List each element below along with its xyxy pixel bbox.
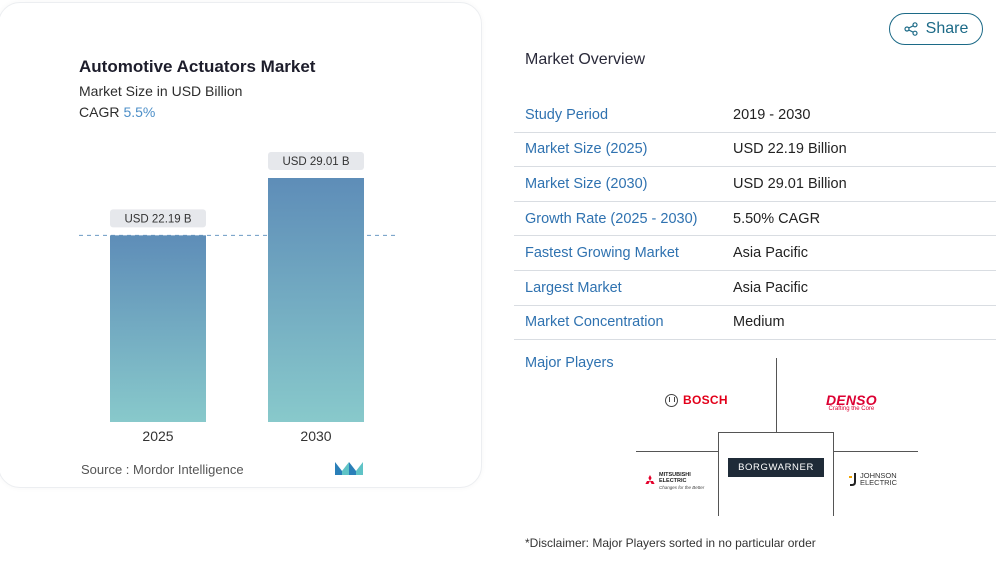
row-value: USD 22.19 Billion	[733, 141, 847, 158]
denso-tagline: Crafting the Core	[828, 406, 875, 412]
row-label: Study Period	[525, 106, 609, 123]
row-value: USD 29.01 Billion	[733, 175, 847, 192]
row-label: Growth Rate (2025 - 2030)	[525, 210, 698, 227]
cagr-label: CAGR	[79, 104, 120, 120]
chart-card	[0, 2, 482, 488]
bar-chart: USD 22.19 B 2025 USD 29.01 B 2030	[79, 152, 398, 444]
overview-table: Study Period 2019 - 2030 Market Size (20…	[514, 98, 996, 341]
row-value: Medium	[733, 314, 785, 331]
overview-row-market-size-2025: Market Size (2025) USD 22.19 Billion	[514, 133, 996, 168]
divider	[776, 358, 777, 434]
data-label-bg	[110, 209, 206, 228]
mitsubishi-logo: MITSUBISHI ELECTRIC Changes for the Bett…	[644, 472, 704, 490]
disclaimer: *Disclaimer: Major Players sorted in no …	[525, 536, 816, 550]
overview-row-growth-rate: Growth Rate (2025 - 2030) 5.50% CAGR	[514, 202, 996, 237]
johnson-mark-icon	[849, 472, 856, 486]
row-label: Market Concentration	[525, 314, 664, 331]
borgwarner-text: BORGWARNER	[738, 462, 814, 473]
denso-text: DENSO	[826, 392, 877, 408]
x-tick-label: 2025	[142, 428, 173, 444]
mitsubishi-text-1: MITSUBISHI	[659, 472, 691, 478]
johnson-text-1: JOHNSON	[860, 471, 897, 480]
borgwarner-logo: BORGWARNER	[728, 458, 824, 477]
mordor-logo-icon	[335, 462, 363, 475]
data-label-bg	[268, 152, 364, 170]
bar-2030	[268, 178, 364, 422]
source-text: Source : Mordor Intelligence	[81, 462, 244, 477]
overview-row-largest-market: Largest Market Asia Pacific	[514, 271, 996, 306]
chart-title: Automotive Actuators Market	[79, 57, 316, 76]
bosch-logo: BOSCH	[665, 393, 728, 407]
bosch-ring-icon	[665, 393, 678, 407]
source-value: Mordor Intelligence	[133, 462, 244, 477]
row-value: 2019 - 2030	[733, 106, 811, 123]
x-tick-label: 2030	[300, 428, 331, 444]
row-value: 5.50% CAGR	[733, 210, 821, 227]
overview-row-concentration: Market Concentration Medium	[514, 306, 996, 341]
johnson-text-2: ELECTRIC	[860, 478, 898, 487]
overview-row-study-period: Study Period 2019 - 2030	[514, 98, 996, 133]
chart-subtitle: Market Size in USD Billion	[79, 83, 243, 99]
denso-logo: DENSO Crafting the Core	[826, 392, 877, 412]
mitsubishi-text-2: ELECTRIC	[659, 478, 687, 484]
row-label: Fastest Growing Market	[525, 245, 679, 262]
bar-2025	[110, 235, 206, 422]
johnson-electric-logo: JOHNSON ELECTRIC	[849, 472, 897, 486]
row-label: Largest Market	[525, 279, 622, 296]
overview-title: Market Overview	[525, 51, 646, 68]
row-value: Asia Pacific	[733, 245, 808, 262]
mitsubishi-tagline: Changes for the Better	[659, 485, 705, 490]
row-label: Market Size (2025)	[525, 141, 648, 158]
bosch-text: BOSCH	[683, 393, 728, 407]
row-value: Asia Pacific	[733, 279, 808, 296]
mitsubishi-diamonds-icon	[645, 475, 655, 484]
overview-row-fastest-growing: Fastest Growing Market Asia Pacific	[514, 236, 996, 271]
major-players-title: Major Players	[525, 355, 614, 371]
share-icon	[904, 22, 918, 36]
major-players-grid: BOSCH DENSO Crafting the Core BORGWARNER…	[636, 358, 918, 516]
cagr: CAGR 5.5%	[79, 104, 155, 120]
share-label: Share	[925, 20, 969, 37]
row-label: Market Size (2030)	[525, 175, 648, 192]
share-button[interactable]: Share	[889, 13, 983, 45]
data-label: USD 29.01 B	[282, 156, 349, 168]
overview-row-market-size-2030: Market Size (2030) USD 29.01 Billion	[514, 167, 996, 202]
source-label: Source :	[81, 462, 130, 477]
data-label: USD 22.19 B	[124, 213, 191, 225]
cagr-value: 5.5%	[123, 104, 156, 120]
